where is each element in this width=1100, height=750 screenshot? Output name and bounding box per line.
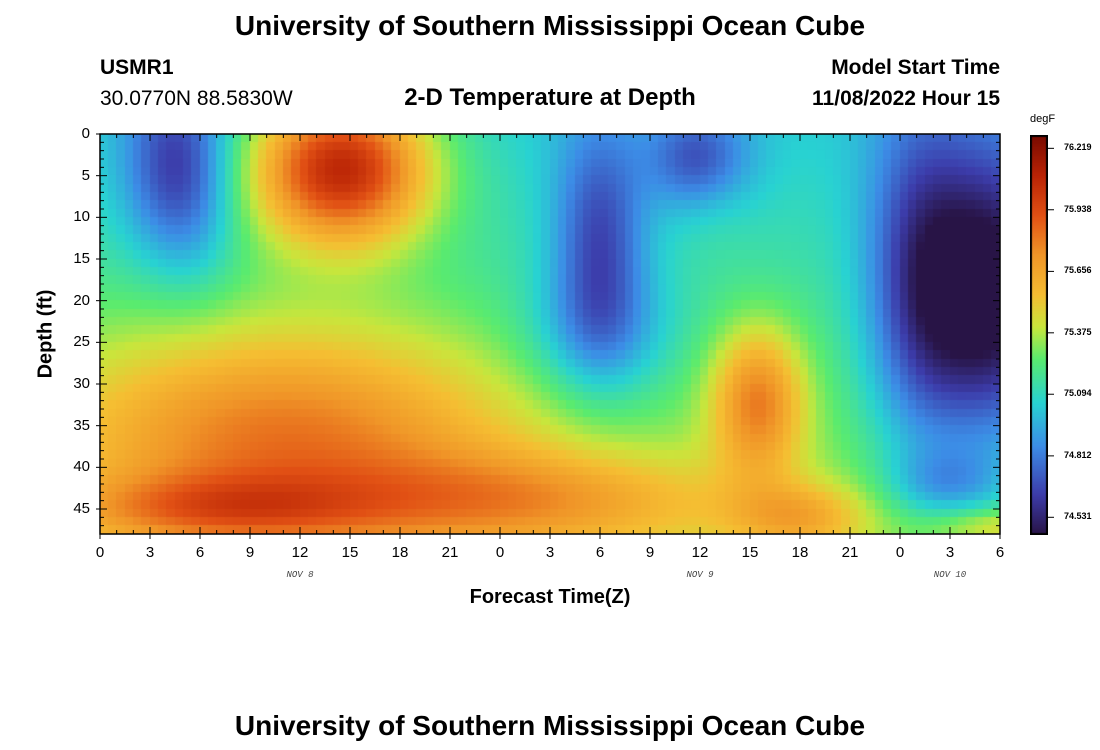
station-id: USMR1 [100,56,174,79]
chart-title: 2-D Temperature at Depth [404,84,696,111]
colorbar-tick-label: 74.812 [1064,449,1092,460]
y-tick-label: 15 [73,250,90,267]
day-label: NOV 8 [286,570,314,580]
x-tick-label: 6 [595,544,605,561]
x-tick-label: 18 [391,544,409,561]
x-tick-label: 6 [195,544,205,561]
y-tick-label: 40 [73,458,90,476]
colorbar-tick-label: 75.375 [1064,326,1092,337]
y-tick-label: 45 [73,500,90,517]
x-axis-label: Forecast Time(Z) [469,586,631,608]
day-label: NOV 9 [686,570,714,580]
x-tick-label: 0 [95,544,105,561]
plot-frame [99,133,1001,535]
x-tick-label: 0 [895,544,905,561]
colorbar-tick-label: 75.938 [1064,203,1092,214]
colorbar-tick-label: 76.219 [1064,142,1092,153]
page-title: University of Southern Mississippi Ocean… [234,10,866,41]
footer-title: University of Southern Mississippi Ocean… [234,710,866,741]
x-tick-label: 18 [791,544,809,561]
colorbar-unit: degF [1030,113,1056,125]
x-tick-label: 12 [691,544,709,561]
colorbar [1030,135,1048,535]
day-label: NOV 10 [933,570,967,580]
y-tick-label: 5 [81,166,90,184]
x-tick-label: 15 [341,544,359,561]
temperature-heatmap [100,134,1000,534]
y-tick-label: 25 [73,333,90,351]
x-tick-label: 3 [545,544,555,561]
y-tick-label: 30 [73,375,90,392]
x-tick-label: 12 [291,544,309,561]
colorbar-tick-label: 75.656 [1064,265,1092,276]
x-tick-label: 15 [741,544,759,561]
colorbar-tick-label: 75.094 [1064,388,1092,399]
station-coords: 30.0770N 88.5830W [100,87,293,110]
y-tick-label: 0 [81,125,90,142]
y-tick-label: 35 [73,416,90,434]
x-tick-label: 9 [645,544,655,561]
x-tick-label: 21 [841,544,859,561]
x-tick-label: 6 [995,544,1005,561]
x-tick-label: 21 [441,544,459,561]
model-start-label: Model Start Time [831,56,1000,79]
x-tick-label: 9 [245,544,255,561]
x-tick-label: 3 [945,544,955,561]
y-tick-label: 20 [73,291,90,309]
x-tick-label: 3 [145,544,155,561]
y-tick-label: 10 [73,208,90,226]
y-axis-label: Depth (ft) [34,289,57,379]
model-start-value: 11/08/2022 Hour 15 [812,87,1000,110]
colorbar-tick-label: 74.531 [1064,511,1092,522]
x-tick-label: 0 [495,544,505,561]
